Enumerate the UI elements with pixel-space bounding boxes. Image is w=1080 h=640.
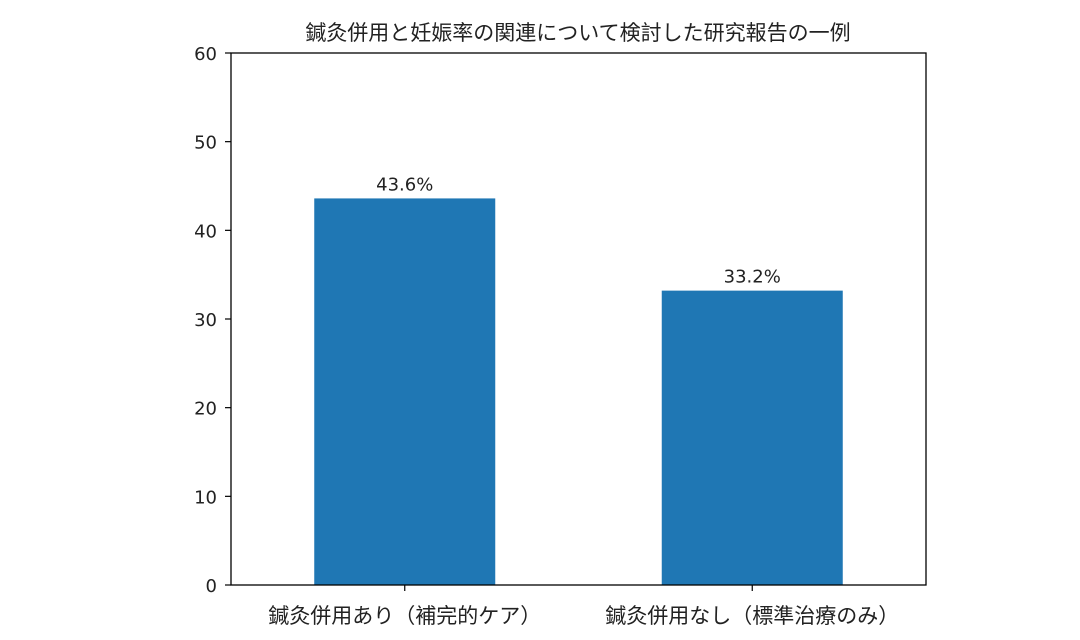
y-tick-label: 60 <box>194 44 217 65</box>
y-tick-label: 40 <box>194 221 217 242</box>
x-axis: 鍼灸併用あり（補完的ケア） 鍼灸併用なし（標準治療のみ） <box>268 585 899 628</box>
y-tick-label: 30 <box>194 310 217 331</box>
bar-value-label: 33.2% <box>724 267 781 288</box>
chart-title: 鍼灸併用と妊娠率の関連について検討した研究報告の一例 <box>305 21 850 45</box>
x-tick-label: 鍼灸併用なし（標準治療のみ） <box>605 604 899 628</box>
y-tick-label: 50 <box>194 133 217 154</box>
bar <box>314 198 496 585</box>
x-tick-label: 鍼灸併用あり（補完的ケア） <box>268 604 541 628</box>
y-tick-label: 20 <box>194 399 217 420</box>
y-axis: 0 10 20 30 40 50 60 <box>194 44 231 597</box>
y-tick-label: 10 <box>194 487 217 508</box>
plot-frame <box>230 52 927 586</box>
y-tick-label: 0 <box>206 576 217 597</box>
bars-group: 43.6% 33.2% <box>314 174 843 585</box>
bar <box>661 290 843 585</box>
bar-value-label: 43.6% <box>376 174 433 195</box>
